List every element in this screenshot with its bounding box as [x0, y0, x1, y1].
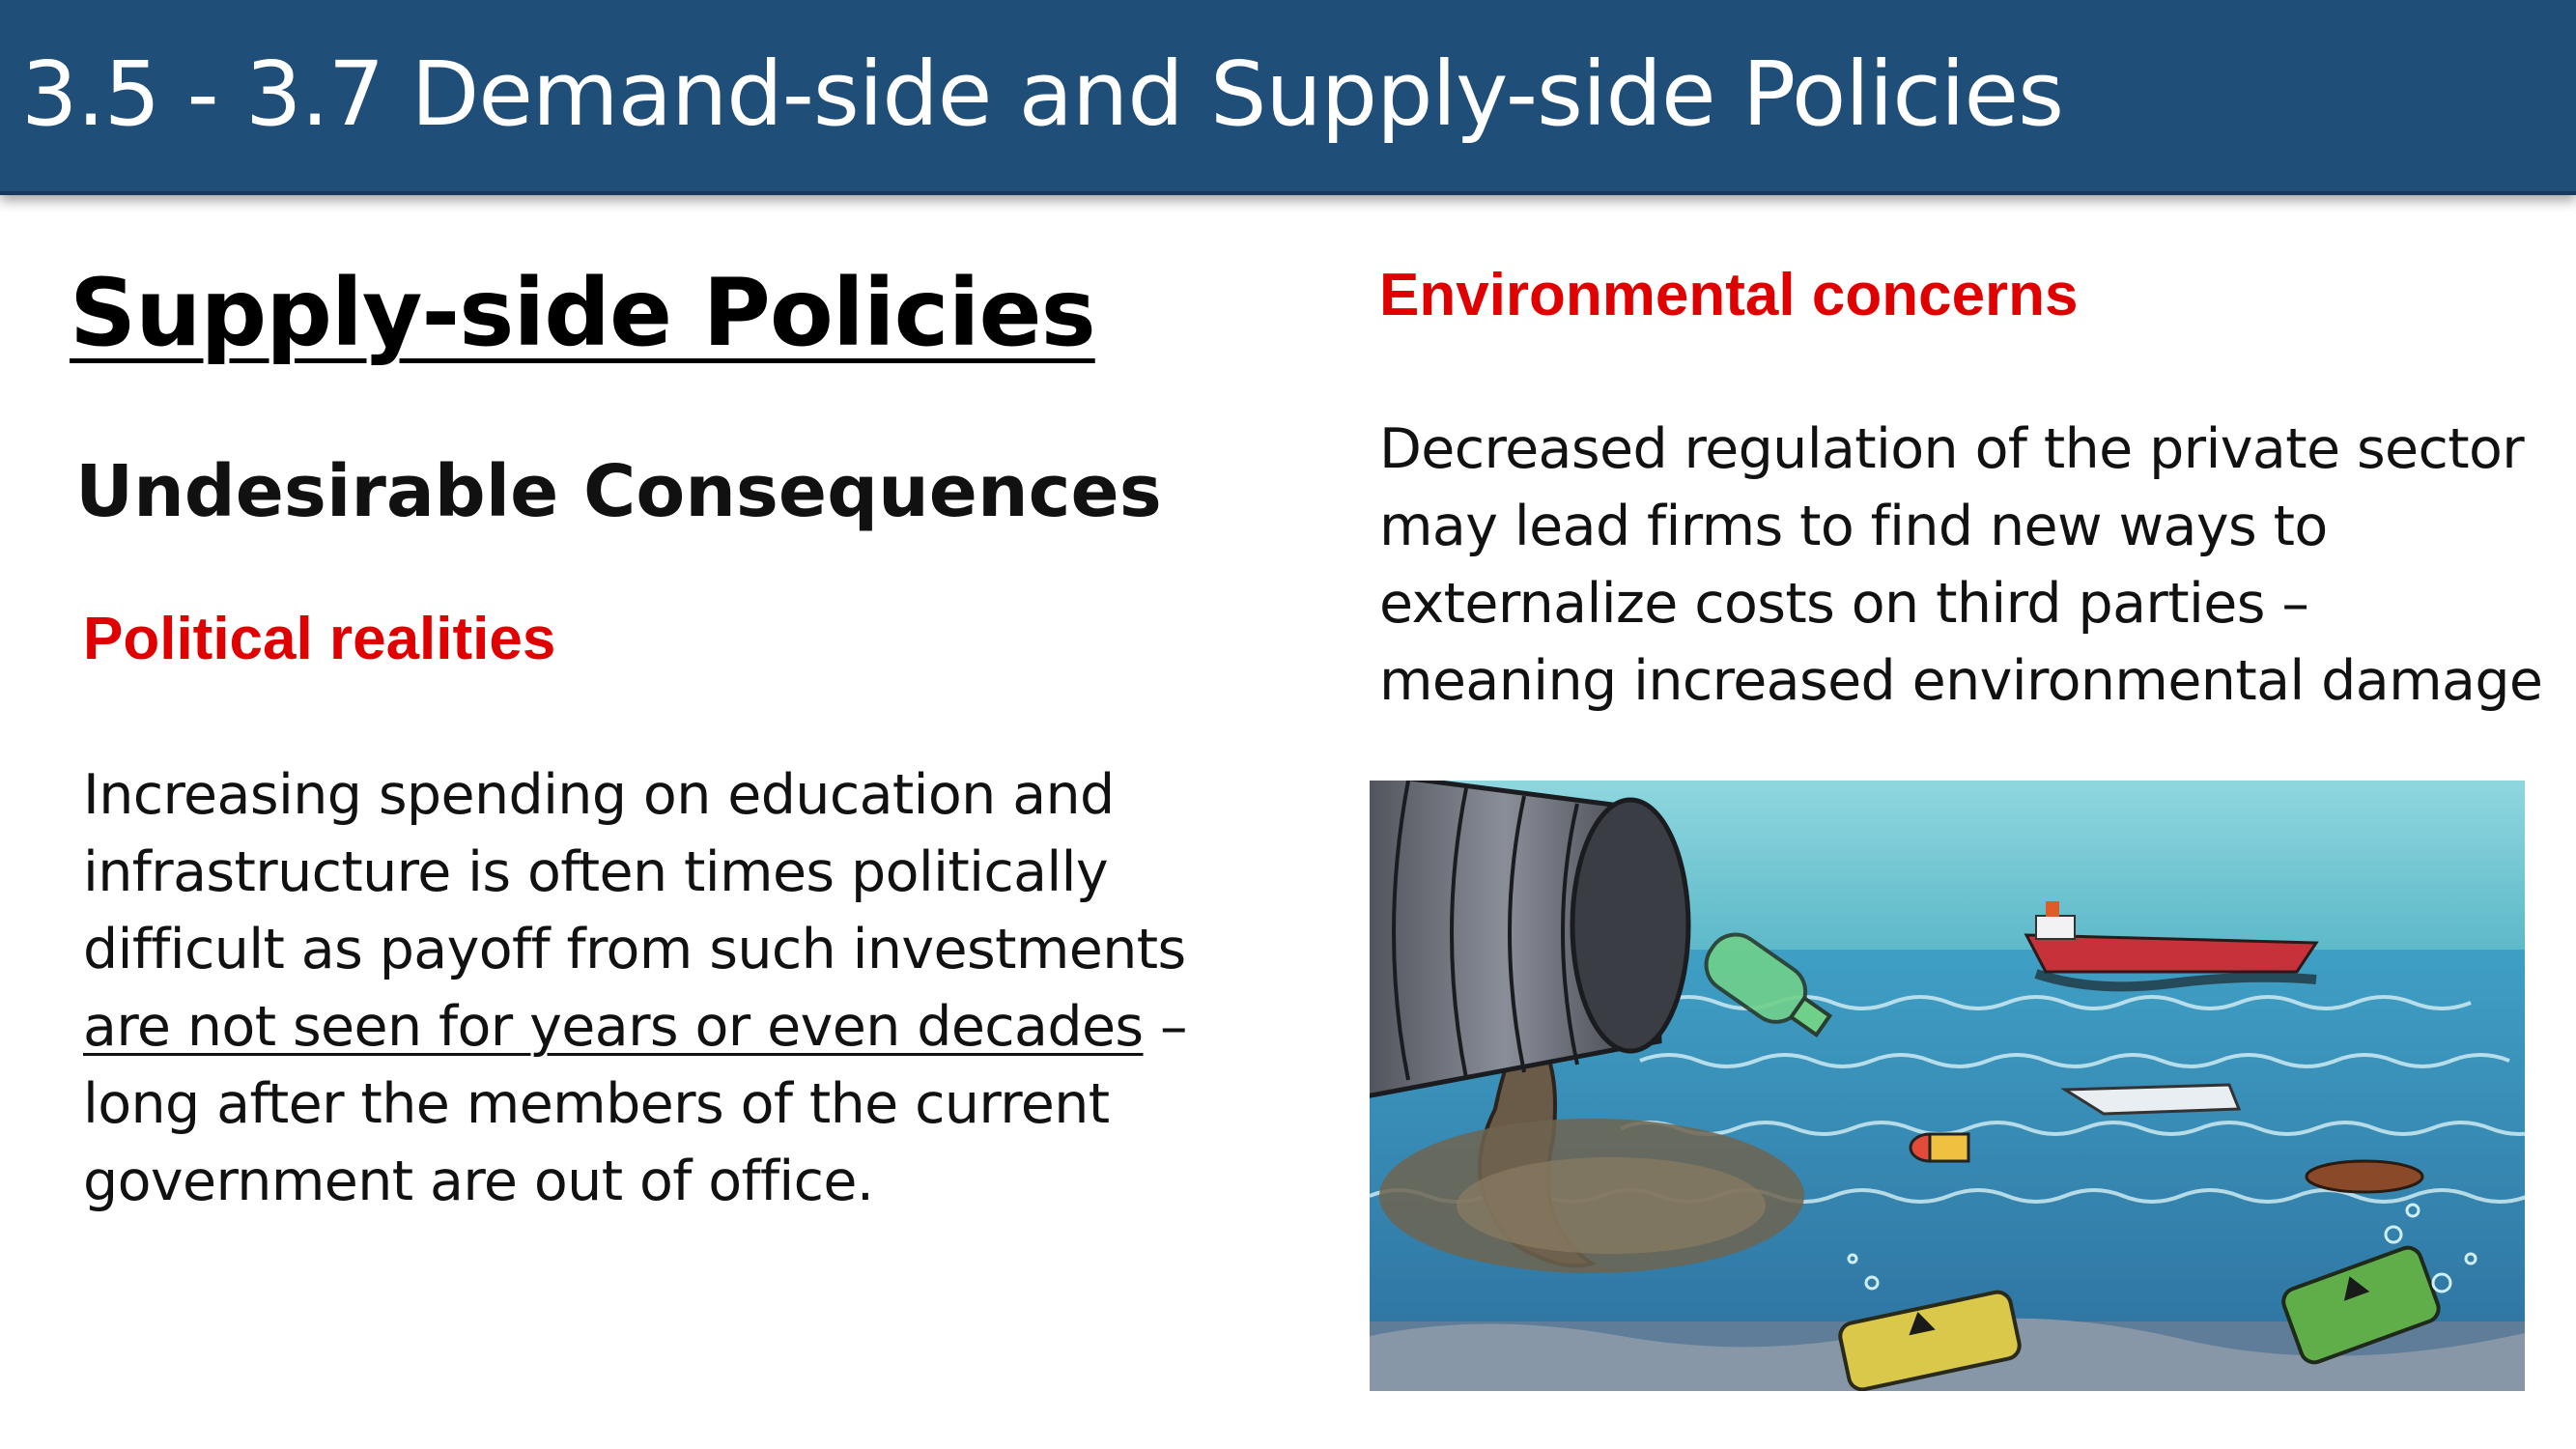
floating-bottle — [1704, 932, 1833, 1038]
pollution-drawing — [1370, 781, 2525, 1391]
sludge-ripple — [1457, 1157, 1766, 1254]
bubbles — [1847, 1203, 2477, 1293]
body-line: Decreased regulation of the private sect… — [1379, 417, 2525, 481]
body-line: government are out of office. — [83, 1150, 874, 1213]
section-heading: Supply-side Policies — [70, 259, 1096, 367]
body-line: externalize costs on third parties – — [1379, 572, 2309, 636]
floating-log — [2305, 1159, 2424, 1194]
body-line: difficult as payoff from such investment… — [83, 918, 1186, 981]
political-realities-body: Increasing spending on education and inf… — [83, 756, 1188, 1220]
oil-tanker — [2024, 901, 2319, 992]
body-line: meaning increased environmental damage — [1379, 649, 2543, 713]
title-bar: 3.5 - 3.7 Demand-side and Supply-side Po… — [0, 0, 2576, 195]
political-realities-heading: Political realities — [83, 606, 556, 672]
floating-trash — [2060, 1083, 2242, 1116]
slide-title: 3.5 - 3.7 Demand-side and Supply-side Po… — [21, 43, 2064, 146]
body-line-emphasis: are not seen for years or even decades – — [83, 988, 1188, 1065]
toxic-barrel-yellow — [1838, 1290, 2022, 1391]
body-line: may lead firms to find new ways to — [1379, 495, 2328, 558]
body-line: Increasing spending on education and — [83, 763, 1115, 827]
drain-pipe — [1370, 781, 1691, 1098]
pollution-illustration — [1370, 781, 2525, 1391]
body-line: infrastructure is often times politicall… — [83, 840, 1109, 904]
underlined-phrase: are not seen for years or even decades — [83, 995, 1144, 1059]
em-dash: – — [1143, 995, 1188, 1059]
environmental-concerns-heading: Environmental concerns — [1379, 262, 2079, 328]
environmental-concerns-body: Decreased regulation of the private sect… — [1379, 411, 2543, 720]
subheading: Undesirable Consequences — [75, 450, 1162, 533]
floating-can — [1909, 1132, 1970, 1163]
body-line: long after the members of the current — [83, 1072, 1110, 1136]
toxic-barrel-green — [2281, 1245, 2441, 1365]
